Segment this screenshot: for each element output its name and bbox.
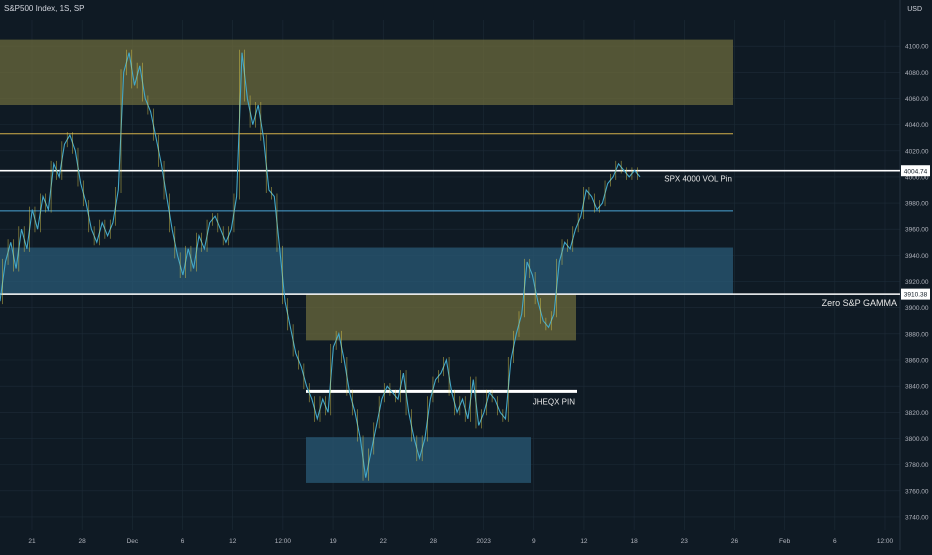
price-series bbox=[0, 49, 641, 481]
y-tick-label: 4080.00 bbox=[905, 70, 929, 77]
level-label: JHEQX PIN bbox=[533, 397, 575, 406]
y-tick-label: 4100.00 bbox=[905, 44, 929, 51]
zone-olive bbox=[0, 39, 733, 105]
zone-olive bbox=[306, 294, 576, 341]
x-tick-label: 2023 bbox=[476, 538, 491, 545]
x-tick-label: 12:00 bbox=[275, 538, 292, 545]
y-tick-label: 3940.00 bbox=[905, 253, 929, 260]
y-tick-label: 3780.00 bbox=[905, 462, 929, 469]
y-tick-label: 3800.00 bbox=[905, 436, 929, 443]
level-label: SPX 4000 VOL Pin bbox=[664, 175, 732, 184]
y-tick-label: 3840.00 bbox=[905, 384, 929, 391]
y-tick-label: 3820.00 bbox=[905, 410, 929, 417]
x-tick-label: 22 bbox=[380, 538, 388, 545]
y-tick-label: 3980.00 bbox=[905, 201, 929, 208]
zone-blue bbox=[0, 247, 733, 295]
x-axis[interactable]: 21 28 Dec 6 12 12:00 19 22 28 2023 9 12 18 23 26 Feb 6 12… bbox=[28, 538, 893, 545]
x-tick-label: 6 bbox=[833, 538, 837, 545]
y-tick-label: 3920.00 bbox=[905, 279, 929, 286]
x-tick-label: 12 bbox=[229, 538, 237, 545]
y-tick-label: 4060.00 bbox=[905, 96, 929, 103]
level-lines bbox=[0, 133, 900, 393]
y-tick-label: 3960.00 bbox=[905, 227, 929, 234]
x-tick-label: 23 bbox=[681, 538, 689, 545]
x-tick-label: 12:00 bbox=[877, 538, 894, 545]
x-tick-label: Dec bbox=[127, 538, 139, 545]
x-tick-label: 21 bbox=[28, 538, 36, 545]
x-tick-label: 28 bbox=[79, 538, 87, 545]
x-tick-label: 9 bbox=[532, 538, 536, 545]
x-tick-label: 26 bbox=[731, 538, 739, 545]
y-tick-label: 3760.00 bbox=[905, 488, 929, 495]
y-axis[interactable]: 3740.00 3760.00 3780.00 3800.00 3820.00 3840.… bbox=[905, 44, 929, 522]
y-tick-label: 4040.00 bbox=[905, 122, 929, 129]
price-tag-box bbox=[901, 288, 930, 300]
y-tick-label: 3740.00 bbox=[905, 514, 929, 521]
y-tick-label: 4000.00 bbox=[905, 174, 929, 181]
level-label: Zero S&P GAMMA bbox=[822, 298, 897, 308]
price-tag-box bbox=[901, 165, 930, 177]
x-tick-label: 19 bbox=[329, 538, 337, 545]
level-labels: SPX 4000 VOL Pin 4004.74 Zero S&P GAMMA 391… bbox=[533, 165, 930, 406]
y-tick-label: 4020.00 bbox=[905, 148, 929, 155]
x-tick-label: 12 bbox=[580, 538, 588, 545]
zone-blue bbox=[306, 437, 531, 483]
y-tick-label: 3900.00 bbox=[905, 305, 929, 312]
x-tick-label: 18 bbox=[631, 538, 639, 545]
symbol-title: S&P500 Index, 1S, SP bbox=[4, 4, 85, 13]
x-tick-label: Feb bbox=[779, 538, 791, 545]
zones bbox=[0, 39, 733, 483]
x-tick-label: 6 bbox=[181, 538, 185, 545]
x-tick-label: 28 bbox=[430, 538, 438, 545]
y-tick-label: 3860.00 bbox=[905, 358, 929, 365]
y-tick-label: 3880.00 bbox=[905, 331, 929, 338]
currency-label: USD bbox=[907, 6, 922, 13]
price-tag: 3910.38 bbox=[904, 292, 928, 299]
price-tag: 4004.74 bbox=[904, 168, 928, 175]
